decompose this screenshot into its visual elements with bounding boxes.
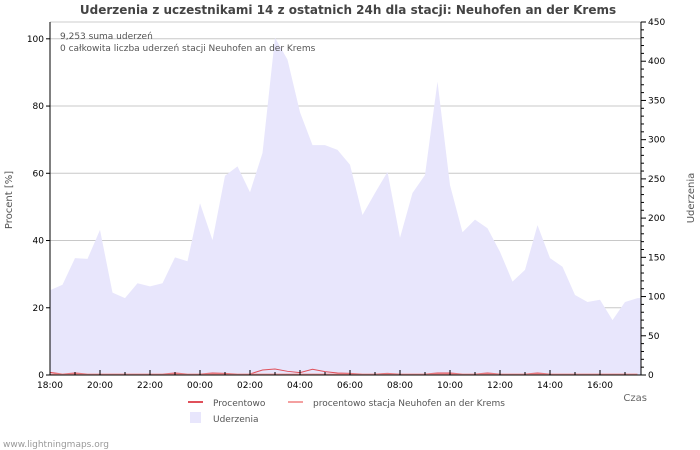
x-tick-label: 18:00 bbox=[37, 381, 63, 391]
y-left-tick-label: 20 bbox=[33, 304, 45, 314]
y-right-label: Uderzenia bbox=[686, 173, 697, 224]
y-left-tick-label: 100 bbox=[27, 35, 44, 45]
x-tick-label: 14:00 bbox=[537, 381, 563, 391]
y-left-tick-label: 0 bbox=[38, 371, 44, 381]
x-tick-label: 08:00 bbox=[387, 381, 413, 391]
x-tick-label: 12:00 bbox=[487, 381, 513, 391]
annotation-station: 0 całkowita liczba uderzeń stacji Neuhof… bbox=[60, 44, 316, 54]
y-right-tick-label: 0 bbox=[648, 371, 654, 381]
y-right-tick-label: 400 bbox=[648, 57, 665, 67]
legend: Procentowo procentowo stacja Neuhofen an… bbox=[188, 399, 505, 425]
area-uderzenia bbox=[50, 37, 641, 375]
x-tick-label: 02:00 bbox=[237, 381, 263, 391]
x-tick-label: 04:00 bbox=[287, 381, 313, 391]
y-right-tick-label: 350 bbox=[648, 96, 665, 106]
y-right-tick-label: 50 bbox=[648, 332, 660, 342]
legend-swatch-procentowo bbox=[188, 401, 203, 403]
x-tick-label: 20:00 bbox=[87, 381, 113, 391]
x-axis-label: Czas bbox=[623, 393, 647, 404]
legend-swatch-station bbox=[288, 401, 303, 403]
y-left-label: Procent [%] bbox=[4, 171, 15, 229]
y-right-tick-label: 100 bbox=[648, 293, 665, 303]
legend-label-uderzenia: Uderzenia bbox=[213, 415, 259, 425]
legend-swatch-uderzenia bbox=[190, 412, 201, 423]
footer-url: www.lightningmaps.org bbox=[3, 440, 109, 450]
annotation-total: 9,253 suma uderzeń bbox=[60, 32, 153, 42]
x-tick-label: 10:00 bbox=[437, 381, 463, 391]
x-tick-label: 22:00 bbox=[137, 381, 163, 391]
y-right-tick-label: 150 bbox=[648, 253, 665, 263]
x-tick-label: 06:00 bbox=[337, 381, 363, 391]
y-right-tick-label: 200 bbox=[648, 214, 665, 224]
y-right-tick-label: 450 bbox=[648, 18, 665, 28]
y-right-tick-label: 250 bbox=[648, 175, 665, 185]
y-left-tick-label: 80 bbox=[33, 102, 45, 112]
y-left-tick-label: 40 bbox=[33, 237, 45, 247]
legend-label-station: procentowo stacja Neuhofen an der Krems bbox=[313, 399, 505, 409]
y-left-tick-label: 60 bbox=[33, 169, 45, 179]
x-tick-label: 00:00 bbox=[187, 381, 213, 391]
x-tick-label: 16:00 bbox=[587, 381, 613, 391]
chart-title: Uderzenia z uczestnikami 14 z ostatnich … bbox=[80, 3, 616, 17]
y-right-tick-label: 300 bbox=[648, 136, 665, 146]
legend-label-procentowo: Procentowo bbox=[213, 399, 266, 409]
